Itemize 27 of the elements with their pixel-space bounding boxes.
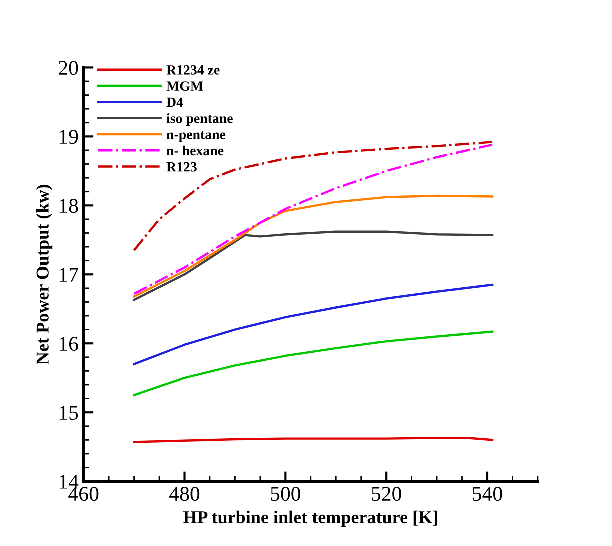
y-tick-label: 19 [60,130,78,144]
line-series [133,230,494,302]
y-tick-label: 15 [60,406,78,420]
x-tick-label: 500 [271,487,300,502]
legend-label: n-pentane [166,131,226,142]
line-series [133,194,494,298]
y-tick-label: 20 [59,61,78,76]
x-tick-label: 480 [170,487,200,502]
legend-label: iso pentane [166,114,233,126]
line-series [133,141,494,252]
legend-label: R123 [166,162,197,172]
legend-label: R1234 ze [166,66,220,75]
line-series [133,284,494,366]
x-tick-label: 540 [473,487,502,502]
line-series [133,330,494,396]
line-series [133,144,494,296]
y-axis-title: Net Power Output (kw) [36,185,53,365]
y-tick-label: 16 [60,337,78,352]
x-axis-title: HP turbine inlet temperature [K] [183,510,438,528]
legend-label: MGM [166,82,204,91]
y-tick-label: 14 [60,475,79,489]
legend-label: D4 [166,98,184,108]
y-tick-label: 17 [60,268,78,282]
x-tick-label: 460 [68,487,99,502]
y-tick-label: 18 [60,199,78,214]
x-tick-label: 520 [372,487,402,502]
legend-label: n- hexane [166,146,224,156]
